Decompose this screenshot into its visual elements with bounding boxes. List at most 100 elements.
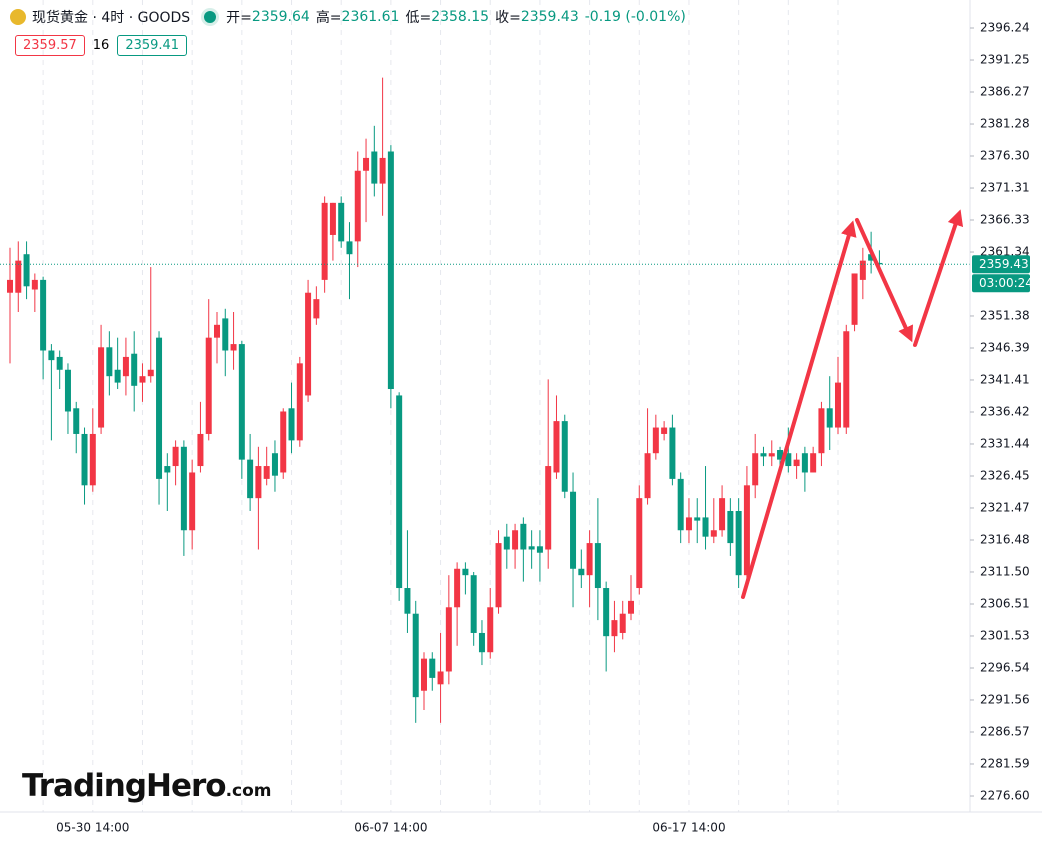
ohlc-value: 2361.61 <box>341 9 400 25</box>
candle-body <box>379 157 386 184</box>
candle-body <box>553 421 560 473</box>
y-tick-label: 2281.59 <box>980 756 1030 770</box>
candle-body <box>445 607 452 672</box>
candle-body <box>536 546 543 553</box>
candle-body <box>421 658 427 691</box>
candle-body <box>727 510 734 544</box>
candle-body <box>561 421 568 492</box>
candle-body <box>189 472 196 531</box>
ohlc-value: 2359.43 <box>520 9 579 25</box>
candle-body <box>512 530 519 550</box>
y-tick-label: 2311.50 <box>980 564 1030 578</box>
candle-body <box>661 427 668 434</box>
candle-body <box>131 353 138 386</box>
candle-body <box>702 517 709 537</box>
y-tick-label: 2341.41 <box>980 372 1030 386</box>
candle-body <box>255 466 262 499</box>
candle-body <box>106 347 113 377</box>
candle-body <box>478 632 485 653</box>
candle-body <box>64 369 71 412</box>
candle-body <box>843 331 850 428</box>
candle-body <box>296 363 303 441</box>
sell-price[interactable]: 2359.57 <box>15 35 85 56</box>
candle-body <box>197 433 204 467</box>
candle-body <box>48 350 55 361</box>
symbol-title[interactable]: 现货黄金 · 4时 · GOODS <box>32 10 191 26</box>
y-tick-label: 2376.30 <box>980 148 1030 162</box>
spread: 16 <box>92 38 110 53</box>
candle-body <box>851 273 858 325</box>
candle-body <box>694 517 701 521</box>
candle-body <box>122 356 129 377</box>
candle-body <box>835 382 841 428</box>
annotation-arrows <box>741 209 964 599</box>
candle-body <box>164 466 171 473</box>
candle-body <box>594 543 601 589</box>
symbol-header: 现货黄金 · 4时 · GOODS 开= 2359.64 高= 2361.61 低=… <box>10 7 692 27</box>
last-price-box <box>972 255 1030 274</box>
candle-body <box>868 254 875 261</box>
candle-body <box>305 292 312 396</box>
candle-body <box>503 536 510 550</box>
candle-body <box>520 523 527 550</box>
candle-body <box>810 453 817 473</box>
candle-body <box>586 543 593 576</box>
buy-price[interactable]: 2359.41 <box>117 35 188 56</box>
candle-body <box>603 588 610 637</box>
candle-body <box>371 151 378 184</box>
candle-body <box>31 279 38 290</box>
price-axis: 2396.24 2391.25 2386.27 2381.28 2376.30 2371.… <box>970 20 1033 803</box>
arrow <box>913 209 964 347</box>
plot <box>0 77 970 723</box>
candle-body <box>801 453 808 473</box>
candle-body <box>743 485 750 576</box>
candle-body <box>73 408 80 434</box>
candle-body <box>139 376 146 383</box>
y-tick-label: 2306.51 <box>980 597 1030 611</box>
candle-body <box>570 491 577 569</box>
candle-body <box>288 408 295 441</box>
candle-body <box>462 568 469 576</box>
candle-body <box>752 453 759 486</box>
candle-body <box>528 546 535 550</box>
y-tick-label: 2351.38 <box>980 308 1030 322</box>
candle-body <box>652 427 659 454</box>
x-tick-label: 06-07 14:00 <box>354 821 427 835</box>
ohlc-value: 2359.64 <box>251 9 310 25</box>
watermark: TradingHero.com <box>22 768 272 804</box>
y-tick-label: 2286.57 <box>980 725 1030 739</box>
candle-body <box>156 337 163 479</box>
market-status <box>204 11 217 23</box>
candle-body <box>876 262 883 265</box>
candle-body <box>346 241 353 255</box>
candle-body <box>611 620 618 637</box>
countdown-box <box>972 274 1030 293</box>
candle-body <box>404 588 411 614</box>
ohlc-label: 收= <box>495 10 521 26</box>
candle-body <box>205 337 212 434</box>
candle-body <box>669 427 676 479</box>
y-tick-label: 2326.45 <box>980 469 1030 483</box>
watermark-brand: TradingHero <box>22 768 227 804</box>
candle-body <box>329 202 336 235</box>
candle-body <box>40 279 47 351</box>
ohlc-label: 高= <box>315 10 342 26</box>
ohlc-label: 低= <box>405 10 432 26</box>
candle-body <box>81 433 88 486</box>
candle-body <box>487 607 494 653</box>
candle-body <box>363 157 370 171</box>
y-tick-label: 2366.33 <box>980 212 1030 226</box>
candle-body <box>147 369 154 377</box>
candle-body <box>793 459 800 467</box>
candle-body <box>23 254 30 287</box>
candle-body <box>180 446 187 531</box>
candle-body <box>785 453 792 467</box>
x-tick-label: 05-30 14:00 <box>56 821 129 835</box>
candle-body <box>15 260 22 293</box>
candle-body <box>313 299 320 319</box>
candle-body <box>628 600 634 614</box>
candle-body <box>354 170 361 242</box>
arrow <box>855 218 913 343</box>
candle-body <box>619 613 626 633</box>
